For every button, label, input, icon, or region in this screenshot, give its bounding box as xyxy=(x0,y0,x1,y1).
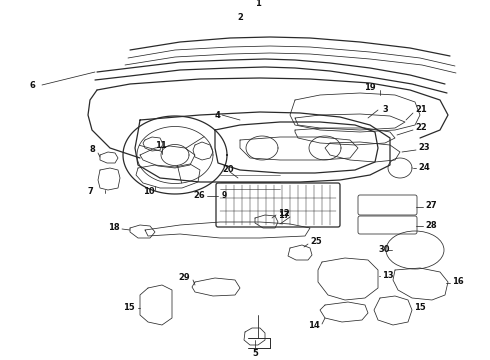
Text: 17: 17 xyxy=(278,211,290,220)
Text: 27: 27 xyxy=(425,201,437,210)
Text: 6: 6 xyxy=(29,81,35,90)
Text: 15: 15 xyxy=(414,303,426,312)
Text: 29: 29 xyxy=(178,274,190,283)
Text: 7: 7 xyxy=(87,188,93,197)
Text: 25: 25 xyxy=(310,238,322,247)
Text: 30: 30 xyxy=(378,246,390,255)
Text: 15: 15 xyxy=(123,303,135,312)
Text: 21: 21 xyxy=(415,105,427,114)
Text: 18: 18 xyxy=(108,224,120,233)
Text: 5: 5 xyxy=(252,350,258,359)
Text: 19: 19 xyxy=(364,84,376,93)
Text: 10: 10 xyxy=(143,188,155,197)
Text: 16: 16 xyxy=(452,278,464,287)
Text: 4: 4 xyxy=(214,111,220,120)
Text: 13: 13 xyxy=(382,270,393,279)
Text: 20: 20 xyxy=(222,166,234,175)
Text: 14: 14 xyxy=(308,321,320,330)
Text: 26: 26 xyxy=(193,190,205,199)
Text: 22: 22 xyxy=(415,123,427,132)
Text: 3: 3 xyxy=(382,105,388,114)
Text: 8: 8 xyxy=(89,145,95,154)
Text: 2: 2 xyxy=(237,13,243,22)
Text: 11: 11 xyxy=(155,140,167,149)
Text: 24: 24 xyxy=(418,163,430,172)
Text: 1: 1 xyxy=(255,0,261,8)
Text: 12: 12 xyxy=(278,208,290,217)
Text: 23: 23 xyxy=(418,144,430,153)
Text: 9: 9 xyxy=(222,190,227,199)
Text: 28: 28 xyxy=(425,220,437,230)
